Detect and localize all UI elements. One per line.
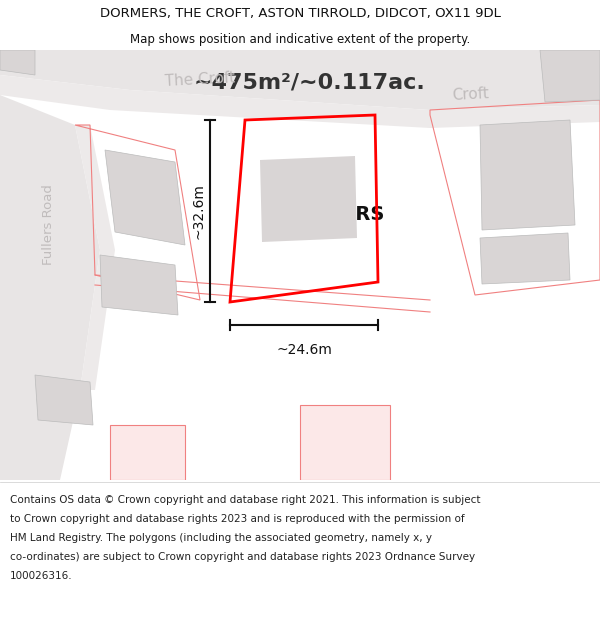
Text: ~475m²/~0.117ac.: ~475m²/~0.117ac. xyxy=(194,72,426,92)
Text: Map shows position and indicative extent of the property.: Map shows position and indicative extent… xyxy=(130,32,470,46)
Text: Contains OS data © Crown copyright and database right 2021. This information is : Contains OS data © Crown copyright and d… xyxy=(10,495,481,505)
Polygon shape xyxy=(35,375,93,425)
Text: ~32.6m: ~32.6m xyxy=(191,183,205,239)
Text: ~24.6m: ~24.6m xyxy=(276,343,332,357)
Polygon shape xyxy=(260,156,357,242)
Text: The Croft: The Croft xyxy=(164,71,236,89)
Polygon shape xyxy=(480,233,570,284)
Text: Fullers Road: Fullers Road xyxy=(41,184,55,266)
Text: DORMERS, THE CROFT, ASTON TIRROLD, DIDCOT, OX11 9DL: DORMERS, THE CROFT, ASTON TIRROLD, DIDCO… xyxy=(100,8,500,21)
Polygon shape xyxy=(110,425,185,480)
Text: to Crown copyright and database rights 2023 and is reproduced with the permissio: to Crown copyright and database rights 2… xyxy=(10,514,464,524)
Polygon shape xyxy=(105,150,185,245)
Text: co-ordinates) are subject to Crown copyright and database rights 2023 Ordnance S: co-ordinates) are subject to Crown copyr… xyxy=(10,552,475,562)
Text: HM Land Registry. The polygons (including the associated geometry, namely x, y: HM Land Registry. The polygons (includin… xyxy=(10,533,432,543)
Polygon shape xyxy=(540,50,600,102)
Polygon shape xyxy=(0,50,35,75)
Polygon shape xyxy=(480,120,575,230)
Polygon shape xyxy=(300,405,390,480)
Polygon shape xyxy=(0,50,100,480)
Polygon shape xyxy=(0,75,600,128)
Text: DORMERS: DORMERS xyxy=(275,206,385,224)
Polygon shape xyxy=(0,50,600,110)
Text: 100026316.: 100026316. xyxy=(10,571,73,581)
Polygon shape xyxy=(75,125,115,390)
Text: Croft: Croft xyxy=(451,86,489,104)
Polygon shape xyxy=(100,255,178,315)
